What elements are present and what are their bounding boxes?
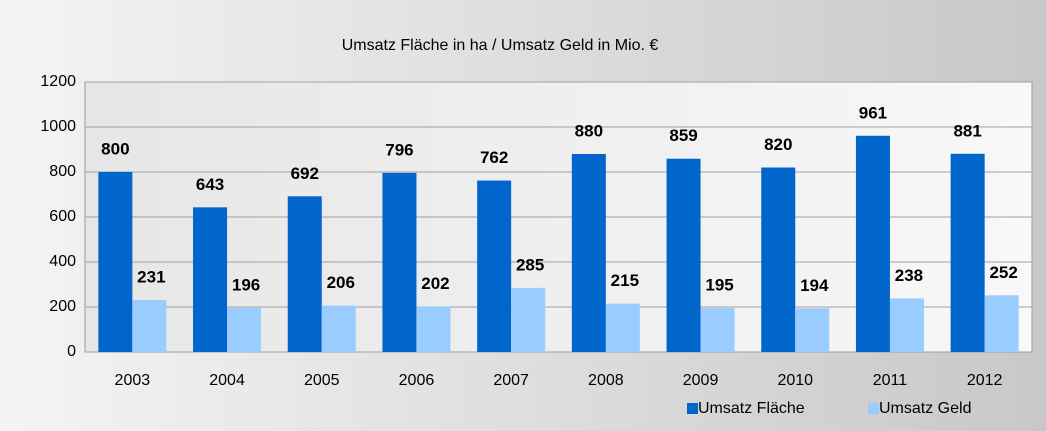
bar xyxy=(889,298,924,352)
value-label: 215 xyxy=(611,271,639,290)
bar xyxy=(132,300,167,352)
bar xyxy=(984,295,1019,352)
bar xyxy=(666,158,701,352)
value-label: 881 xyxy=(953,121,981,140)
bar xyxy=(950,153,985,352)
bar xyxy=(511,287,546,352)
bar xyxy=(761,167,796,352)
value-label: 796 xyxy=(385,140,413,159)
value-label: 800 xyxy=(101,139,129,158)
value-label: 643 xyxy=(196,175,224,194)
bar xyxy=(193,207,228,352)
bar xyxy=(700,308,735,352)
value-label: 238 xyxy=(895,266,923,285)
bar xyxy=(287,196,322,352)
bar xyxy=(855,135,890,352)
x-tick-label: 2007 xyxy=(493,372,529,389)
bar xyxy=(98,172,133,352)
bar xyxy=(382,172,417,352)
bar xyxy=(416,306,451,352)
value-label: 762 xyxy=(480,148,508,167)
y-tick-label: 400 xyxy=(49,253,76,270)
value-label: 195 xyxy=(705,276,733,295)
bar xyxy=(227,307,262,352)
y-tick-label: 800 xyxy=(49,163,76,180)
value-label: 820 xyxy=(764,135,792,154)
value-label: 285 xyxy=(516,255,544,274)
value-label: 859 xyxy=(669,126,697,145)
value-label: 202 xyxy=(421,274,449,293)
value-label: 252 xyxy=(989,263,1017,282)
x-tick-label: 2006 xyxy=(399,372,435,389)
y-tick-label: 1000 xyxy=(40,118,76,135)
value-label: 231 xyxy=(137,268,165,287)
value-label: 206 xyxy=(327,273,355,292)
bar xyxy=(571,154,606,352)
value-label: 196 xyxy=(232,275,260,294)
y-tick-label: 1200 xyxy=(40,73,76,90)
bar xyxy=(795,308,830,352)
x-tick-label: 2003 xyxy=(115,372,151,389)
legend-swatch xyxy=(868,403,879,414)
bar xyxy=(477,180,512,352)
y-tick-label: 600 xyxy=(49,208,76,225)
value-label: 961 xyxy=(859,103,887,122)
y-tick-label: 0 xyxy=(67,343,76,360)
chart-title: Umsatz Fläche in ha / Umsatz Geld in Mio… xyxy=(342,37,659,54)
x-tick-label: 2010 xyxy=(777,372,813,389)
value-label: 692 xyxy=(291,164,319,183)
bar xyxy=(605,303,640,352)
legend-label: Umsatz Geld xyxy=(879,400,971,417)
x-tick-label: 2011 xyxy=(873,372,908,389)
legend-swatch xyxy=(687,403,698,414)
x-tick-label: 2004 xyxy=(209,372,245,389)
value-label: 194 xyxy=(800,276,829,295)
x-tick-label: 2008 xyxy=(588,372,624,389)
x-tick-label: 2012 xyxy=(967,372,1003,389)
x-tick-label: 2005 xyxy=(304,372,340,389)
legend-label: Umsatz Fläche xyxy=(698,400,805,417)
x-tick-label: 2009 xyxy=(683,372,719,389)
value-label: 880 xyxy=(575,121,603,140)
bar xyxy=(321,305,356,352)
y-tick-label: 200 xyxy=(49,298,76,315)
